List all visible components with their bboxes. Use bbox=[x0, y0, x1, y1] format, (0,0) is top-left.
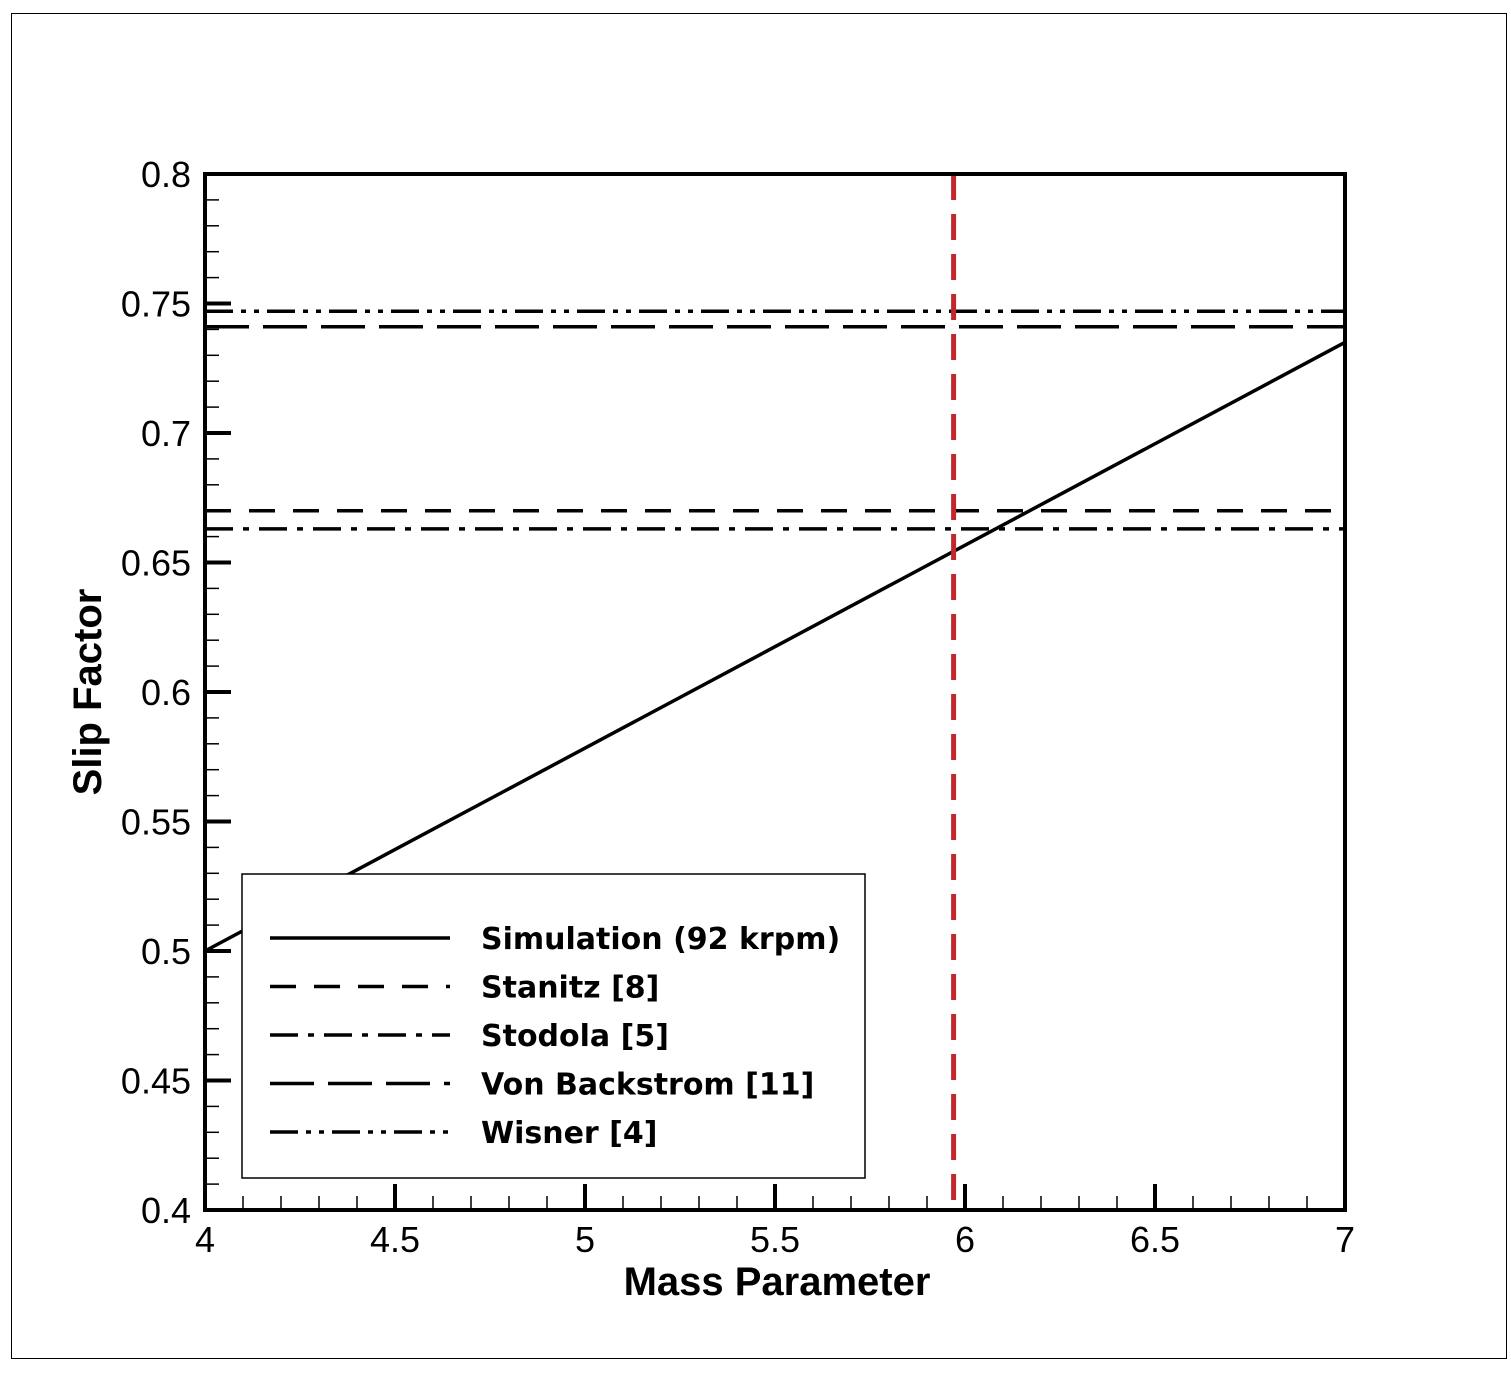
x-tick-label: 6.5 bbox=[1130, 1219, 1180, 1260]
legend-label-0: Simulation (92 krpm) bbox=[481, 922, 840, 957]
y-axis-title: Slip Factor bbox=[66, 589, 110, 796]
y-tick-label: 0.8 bbox=[141, 154, 191, 195]
series-line-0 bbox=[204, 340, 1346, 953]
legend-entries: Simulation (92 krpm) Stanitz [8] Stodola [… bbox=[270, 922, 840, 1151]
y-tick-label: 0.75 bbox=[121, 284, 191, 325]
x-tick-label: 7 bbox=[1335, 1219, 1355, 1260]
y-tick-label: 0.45 bbox=[121, 1061, 191, 1102]
legend-label-4: Wisner [4] bbox=[481, 1116, 657, 1151]
x-tick-label: 4 bbox=[195, 1219, 215, 1260]
x-tick-label: 4.5 bbox=[370, 1219, 420, 1260]
figure-frame bbox=[11, 13, 1507, 1359]
y-tick-labels: 0.4 0.45 0.5 0.55 0.6 0.65 0.7 0.75 0.8 bbox=[121, 154, 191, 1231]
series-layer bbox=[204, 309, 1346, 953]
y-tick-label: 0.4 bbox=[141, 1190, 191, 1231]
y-tick-label: 0.6 bbox=[141, 672, 191, 713]
x-tick-label: 6 bbox=[955, 1219, 975, 1260]
y-tick-label: 0.7 bbox=[141, 413, 191, 454]
y-tick-label: 0.65 bbox=[121, 543, 191, 584]
legend-box bbox=[241, 873, 866, 1179]
x-tick-labels: 4 4.5 5 5.5 6 6.5 7 bbox=[195, 1219, 1355, 1260]
x-tick-label: 5 bbox=[575, 1219, 595, 1260]
legend-label-3: Von Backstrom [11] bbox=[481, 1068, 814, 1103]
legend: Simulation (92 krpm) Stanitz [8] Stodola [… bbox=[241, 873, 866, 1179]
legend-label-2: Stodola [5] bbox=[481, 1019, 669, 1054]
plot-area-border bbox=[203, 172, 1347, 1212]
x-tick-label: 5.5 bbox=[750, 1219, 800, 1260]
legend-label-1: Stanitz [8] bbox=[481, 971, 659, 1006]
y-tick-label: 0.5 bbox=[141, 931, 191, 972]
y-tick-label: 0.55 bbox=[121, 802, 191, 843]
x-axis-title: Mass Parameter bbox=[624, 1260, 931, 1304]
